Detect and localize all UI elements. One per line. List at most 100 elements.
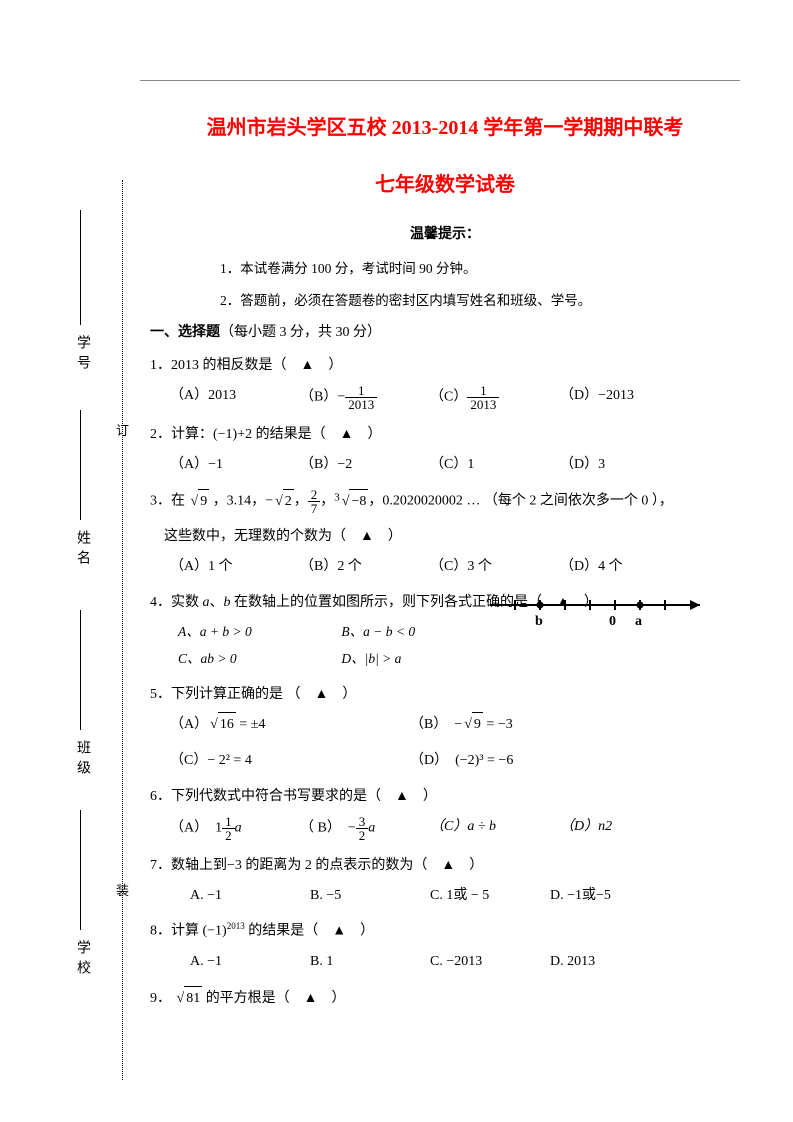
- q5-opt-d: （D） (−2)³ = −6: [410, 749, 650, 773]
- q6-opt-c: （C）a ÷ b: [430, 815, 560, 842]
- label-school: 学校: [72, 940, 92, 980]
- question-8: 8．计算 (−1)2013 的结果是（ ▲ ） A. −1 B. 1 C. −2…: [150, 919, 740, 973]
- question-3: 3．在 9 ，3.14，−2，27，3−8，0.2020020002 … （每个…: [150, 488, 740, 579]
- label-number: 学号: [72, 335, 92, 375]
- q3-cbrt-rad: −8: [349, 489, 368, 514]
- q4-var-a: a: [203, 595, 210, 610]
- class-underline: [80, 610, 81, 730]
- q1-c-den: 2013: [467, 398, 499, 411]
- q5-a-pre: （A）: [170, 717, 208, 732]
- q3-opt-d: （D）4 个: [560, 555, 690, 579]
- q8-text: 8．计算 (−1)2013 的结果是（ ▲ ）: [150, 919, 740, 943]
- q7-opt-b: B. −5: [310, 884, 430, 908]
- q9-pre: 9．: [150, 991, 171, 1006]
- q6-b-pre: （ B） −: [300, 821, 356, 836]
- dotted-binding-line: [122, 180, 123, 1080]
- q7-opt-c: C. 1或 − 5: [430, 884, 550, 908]
- hint-header: 温馨提示：: [150, 223, 740, 243]
- q1-text: 1．2013 的相反数是（ ▲ ）: [150, 354, 740, 378]
- q6-b-frac: 32: [356, 815, 369, 842]
- q9-sqrt-rad: 81: [184, 986, 202, 1011]
- q8-opt-b: B. 1: [310, 950, 430, 974]
- q8-base: (−1): [203, 924, 227, 939]
- q6-opt-b: （ B） −32a: [300, 815, 430, 842]
- q1-b-pre: （B）: [300, 390, 337, 405]
- q1-b-num: 1: [345, 384, 377, 398]
- q5-a-sqrt-rad: 16: [218, 712, 236, 737]
- q6-b-var: a: [368, 821, 375, 836]
- question-5: 5．下列计算正确的是 （ ▲ ） （A） 16 = ±4 （B） − 9 = −3 …: [150, 683, 740, 773]
- q9-post: 的平方根是（ ▲ ）: [206, 991, 346, 1006]
- nl-label-b: b: [535, 614, 543, 629]
- q3-opt-c: （C）3 个: [430, 555, 560, 579]
- q2-opt-c: （C）1: [430, 453, 560, 477]
- q5-b-sqrt-rad: 9: [472, 712, 483, 737]
- q3-sqrt9: 9: [189, 489, 210, 514]
- q1-opt-d: （D）−2013: [560, 384, 690, 411]
- q3-tail: （每个 2 之间依次多一个 0 ），: [484, 494, 673, 509]
- q5-a-sqrt: 16: [208, 712, 236, 737]
- q5-a-post: = ±4: [236, 717, 266, 732]
- top-rule: [140, 80, 740, 81]
- q3-opt-a: （A）1 个: [170, 555, 300, 579]
- q1-c-pre: （C）: [430, 390, 467, 405]
- q3-pre: 3．在: [150, 494, 185, 509]
- q4-opt-a: A、a + b > 0: [178, 621, 338, 644]
- nl-label-a: a: [635, 614, 642, 629]
- hint-2: 2．答题前，必须在答题卷的密封区内填写姓名和班级、学号。: [220, 289, 740, 309]
- q2-opt-d: （D）3: [560, 453, 690, 477]
- q8-opt-a: A. −1: [190, 950, 310, 974]
- nl-label-0: 0: [609, 614, 616, 629]
- q3-options: （A）1 个 （B）2 个 （C）3 个 （D）4 个: [170, 555, 740, 579]
- q4-mid: 、: [210, 595, 224, 610]
- q2-options: （A）−1 （B）−2 （C）1 （D）3: [170, 453, 740, 477]
- q4-opt-b: B、a − b < 0: [341, 624, 415, 639]
- q1-b-den: 2013: [345, 398, 377, 411]
- question-6: 6．下列代数式中符合书写要求的是（ ▲ ） （A） 112a （ B） −32a…: [150, 785, 740, 842]
- q5-b-sqrt: 9: [462, 712, 483, 737]
- question-4: 4．实数 a、b 在数轴上的位置如图所示，则下列各式正确的是（ ▲ ） A、a …: [150, 591, 740, 671]
- question-1: 1．2013 的相反数是（ ▲ ） （A）2013 （B）−12013 （C）1…: [150, 354, 740, 411]
- q6-text: 6．下列代数式中符合书写要求的是（ ▲ ）: [150, 785, 740, 809]
- q1-c-num: 1: [467, 384, 499, 398]
- q3-decimal: ，0.2020020002 …: [368, 494, 480, 509]
- q6-a-frac: 12: [222, 815, 235, 842]
- q7-opt-d: D. −1或−5: [550, 884, 670, 908]
- q6-b-den: 2: [356, 829, 369, 842]
- q6-opt-a: （A） 112a: [170, 815, 300, 842]
- q5-opt-c: （C）− 2² = 4: [170, 749, 410, 773]
- q5-opt-b: （B） − 9 = −3: [410, 712, 650, 737]
- q5-b-post: = −3: [483, 717, 513, 732]
- q4-opt-d: D、|b| > a: [341, 651, 401, 666]
- q9-sqrt: 81: [175, 986, 203, 1011]
- binding-char-zhuang: 装: [116, 880, 129, 899]
- q8-pre: 8．计算: [150, 924, 199, 939]
- q5-b-pre: （B） −: [410, 717, 462, 732]
- q2-text: 2．计算：(−1)+2 的结果是（ ▲ ）: [150, 423, 740, 447]
- q1-opt-c: （C）12013: [430, 384, 560, 411]
- section-1-title: 一、选择题: [150, 325, 220, 340]
- q6-a-num: 1: [222, 815, 235, 829]
- q5-options: （A） 16 = ±4 （B） − 9 = −3 （C）− 2² = 4 （D） (…: [170, 712, 740, 773]
- q6-a-pre: （A） 1: [170, 821, 222, 836]
- q4-pre: 4．实数: [150, 595, 203, 610]
- question-9: 9． 81 的平方根是（ ▲ ）: [150, 986, 740, 1011]
- q3-frac-den: 7: [308, 502, 321, 515]
- q2-opt-b: （B）−2: [300, 453, 430, 477]
- number-line-figure: b 0 a: [485, 591, 715, 640]
- label-name: 姓名: [72, 530, 92, 570]
- q9-text: 9． 81 的平方根是（ ▲ ）: [150, 986, 740, 1011]
- page-content: 温州市岩头学区五校 2013-2014 学年第一学期期中联考 七年级数学试卷 温…: [150, 80, 740, 1022]
- q7-options: A. −1 B. −5 C. 1或 − 5 D. −1或−5: [190, 884, 740, 908]
- q5-text: 5．下列计算正确的是 （ ▲ ）: [150, 683, 740, 707]
- q1-b-frac: 12013: [345, 384, 377, 411]
- q3-mid1: ，3.14，: [213, 494, 266, 509]
- hint-1: 1．本试卷满分 100 分，考试时间 90 分钟。: [220, 257, 740, 277]
- q3-negsqrt2-rad: 2: [283, 489, 294, 514]
- exam-title-1: 温州市岩头学区五校 2013-2014 学年第一学期期中联考: [150, 111, 740, 140]
- q6-options: （A） 112a （ B） −32a （C）a ÷ b （D）n2: [170, 815, 740, 842]
- q1-opt-a: （A）2013: [170, 384, 300, 411]
- q6-opt-d: （D）n2: [560, 815, 690, 842]
- q3-sqrt9-rad: 9: [198, 489, 209, 514]
- question-2: 2．计算：(−1)+2 的结果是（ ▲ ） （A）−1 （B）−2 （C）1 （…: [150, 423, 740, 477]
